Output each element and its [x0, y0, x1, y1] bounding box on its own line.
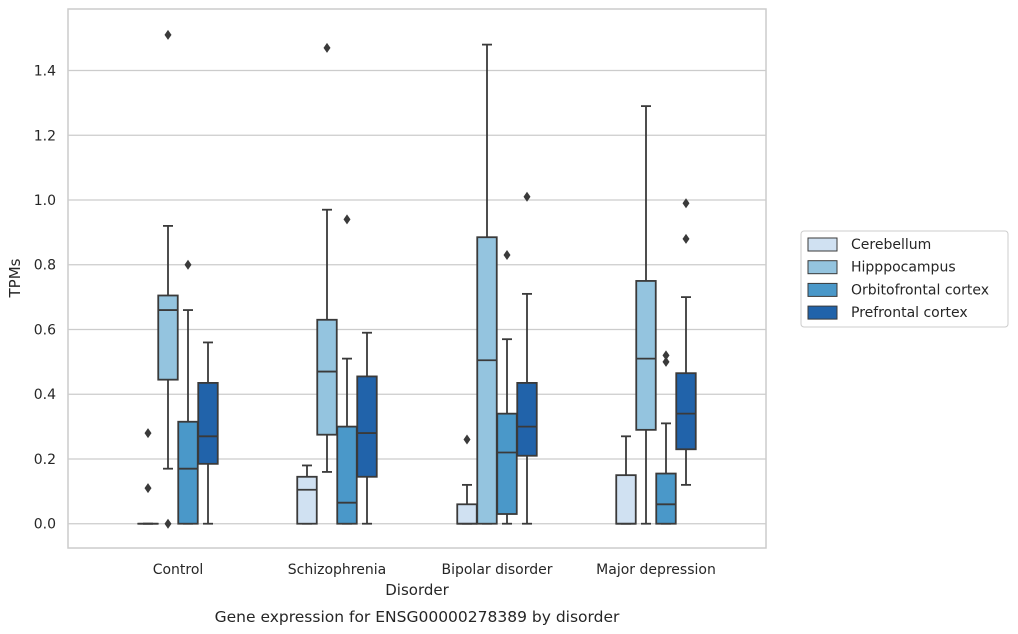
box-3-3: [675, 198, 697, 486]
y-tick-label: 0.6: [34, 322, 56, 338]
x-tick-label: Control: [153, 562, 204, 578]
legend: Cerebellum Hipppocampus Orbitofrontal cort…: [800, 230, 1009, 328]
y-axis-ticks: 0.0 0.2 0.4 0.6 0.8 1.0 1.2 1.4: [34, 64, 56, 533]
box-2-2: [496, 250, 518, 525]
box-0-0: [137, 428, 159, 525]
legend-label: Hipppocampus: [851, 260, 956, 276]
legend-label: Orbitofrontal cortex: [851, 282, 989, 298]
outlier-point: [682, 233, 690, 244]
outlier-point: [343, 214, 351, 225]
legend-items: Cerebellum Hipppocampus Orbitofrontal cort…: [807, 237, 989, 321]
outlier-point: [144, 428, 152, 439]
box-3-2: [516, 191, 538, 525]
outlier-point: [144, 483, 152, 494]
y-tick-label: 1.0: [34, 193, 56, 209]
y-tick-label: 1.2: [34, 128, 56, 144]
box-2-0: [177, 259, 199, 525]
outlier-point: [164, 518, 172, 529]
legend-swatch: [807, 282, 838, 297]
y-tick-label: 1.4: [34, 64, 56, 80]
box-marks: [137, 29, 697, 529]
plot-area-frame: [67, 8, 767, 549]
legend-swatch: [807, 260, 838, 275]
box-body: [476, 236, 498, 525]
box-0-3: [615, 435, 637, 525]
outlier-point: [682, 198, 690, 209]
y-tick-label: 0.0: [34, 517, 56, 533]
box-1-1: [316, 42, 338, 473]
x-tick-label: Schizophrenia: [288, 562, 386, 578]
box-0-1: [296, 464, 318, 525]
box-2-1: [336, 214, 358, 525]
outlier-point: [503, 250, 511, 261]
y-axis-title: TPMs: [6, 258, 24, 298]
box-body: [296, 475, 318, 525]
box-body: [675, 372, 697, 451]
box-1-3: [635, 105, 657, 525]
x-tick-label: Bipolar disorder: [441, 562, 552, 578]
outlier-point: [323, 42, 331, 53]
box-3-1: [356, 331, 378, 525]
outlier-point: [184, 259, 192, 270]
legend-frame: [800, 230, 1009, 328]
chart-caption: Gene expression for ENSG00000278389 by d…: [215, 608, 620, 626]
x-tick-label: Major depression: [596, 562, 716, 578]
box-1-2: [476, 43, 498, 525]
outlier-point: [662, 350, 670, 361]
box-2-3: [655, 350, 677, 525]
legend-label: Cerebellum: [851, 237, 931, 253]
box-body: [197, 382, 219, 465]
box-body: [516, 382, 538, 457]
outlier-point: [164, 29, 172, 40]
y-tick-label: 0.2: [34, 452, 56, 468]
outlier-point: [463, 434, 471, 445]
box-body: [177, 420, 199, 525]
y-tick-label: 0.4: [34, 387, 56, 403]
box-body: [456, 503, 478, 525]
box-body: [316, 318, 338, 436]
x-axis-ticks: Control Schizophrenia Bipolar disorder Majo…: [153, 562, 716, 578]
box-body: [356, 375, 378, 478]
box-body: [157, 294, 179, 381]
box-0-2: [456, 434, 478, 525]
box-body: [615, 474, 637, 525]
box-body: [655, 472, 677, 525]
box-body: [496, 412, 518, 515]
legend-swatch: [807, 237, 838, 252]
x-axis-title: Disorder: [385, 581, 449, 599]
y-tick-label: 0.8: [34, 258, 56, 274]
box-3-0: [197, 341, 219, 525]
box-1-0: [157, 29, 179, 529]
legend-label: Prefrontal cortex: [851, 305, 968, 321]
legend-swatch: [807, 305, 838, 320]
outlier-point: [662, 356, 670, 367]
box-body: [635, 280, 657, 431]
outlier-point: [523, 191, 531, 202]
box-body: [336, 425, 358, 525]
